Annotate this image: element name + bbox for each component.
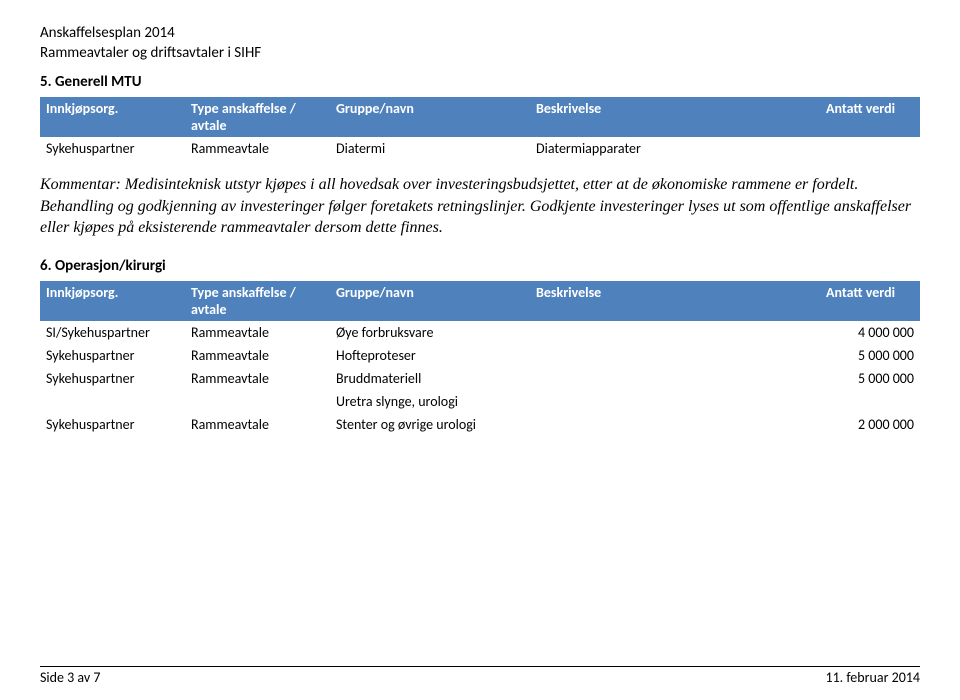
th-innkjopsorg: Innkjøpsorg. [40, 97, 185, 137]
table-row: SI/Sykehuspartner Rammeavtale Øye forbru… [40, 321, 920, 344]
cell-org: Sykehuspartner [40, 137, 185, 160]
table-row: Sykehuspartner Rammeavtale Stenter og øv… [40, 413, 920, 436]
footer-date: 11. februar 2014 [825, 669, 920, 686]
cell-verdi: 2 000 000 [820, 413, 920, 436]
cell-type: Rammeavtale [185, 344, 330, 367]
cell-beskrivelse [530, 344, 820, 367]
cell-gruppe: Uretra slynge, urologi [330, 390, 530, 413]
table-header-row: Innkjøpsorg. Type anskaffelse / avtale G… [40, 281, 920, 321]
cell-org: SI/Sykehuspartner [40, 321, 185, 344]
table-row: Sykehuspartner Rammeavtale Bruddmateriel… [40, 367, 920, 390]
cell-gruppe: Bruddmateriell [330, 367, 530, 390]
cell-verdi: 5 000 000 [820, 344, 920, 367]
cell-org: Sykehuspartner [40, 344, 185, 367]
th-innkjopsorg: Innkjøpsorg. [40, 281, 185, 321]
cell-type: Rammeavtale [185, 413, 330, 436]
th-beskrivelse: Beskrivelse [530, 281, 820, 321]
th-beskrivelse: Beskrivelse [530, 97, 820, 137]
table-row: Sykehuspartner Rammeavtale Diatermi Diat… [40, 137, 920, 160]
cell-gruppe: Stenter og øvrige urologi [330, 413, 530, 436]
cell-beskrivelse [530, 390, 820, 413]
cell-gruppe: Øye forbruksvare [330, 321, 530, 344]
section-6-heading: 6. Operasjon/kirurgi [40, 257, 920, 275]
cell-verdi [820, 390, 920, 413]
cell-beskrivelse [530, 413, 820, 436]
doc-header: Anskaffelsesplan 2014 Rammeavtaler og dr… [40, 24, 920, 63]
th-type: Type anskaffelse / avtale [185, 281, 330, 321]
cell-gruppe: Diatermi [330, 137, 530, 160]
header-line-2: Rammeavtaler og driftsavtaler i SIHF [40, 44, 920, 64]
header-line-1: Anskaffelsesplan 2014 [40, 24, 920, 44]
th-gruppe: Gruppe/navn [330, 281, 530, 321]
cell-org: Sykehuspartner [40, 413, 185, 436]
th-type: Type anskaffelse / avtale [185, 97, 330, 137]
section-6-table: Innkjøpsorg. Type anskaffelse / avtale G… [40, 281, 920, 436]
th-verdi: Antatt verdi [820, 281, 920, 321]
page-footer: Side 3 av 7 11. februar 2014 [40, 666, 920, 686]
table-row: Uretra slynge, urologi [40, 390, 920, 413]
footer-page: Side 3 av 7 [40, 669, 100, 686]
cell-type: Rammeavtale [185, 367, 330, 390]
table-row: Sykehuspartner Rammeavtale Hofteproteser… [40, 344, 920, 367]
cell-org: Sykehuspartner [40, 367, 185, 390]
cell-beskrivelse [530, 367, 820, 390]
cell-org [40, 390, 185, 413]
table-header-row: Innkjøpsorg. Type anskaffelse / avtale G… [40, 97, 920, 137]
cell-verdi: 5 000 000 [820, 367, 920, 390]
th-gruppe: Gruppe/navn [330, 97, 530, 137]
section-5-heading: 5. Generell MTU [40, 73, 920, 91]
cell-gruppe: Hofteproteser [330, 344, 530, 367]
section-5-comment: Kommentar: Medisinteknisk utstyr kjøpes … [40, 174, 920, 239]
cell-verdi [820, 137, 920, 160]
cell-beskrivelse: Diatermiapparater [530, 137, 820, 160]
cell-verdi: 4 000 000 [820, 321, 920, 344]
cell-beskrivelse [530, 321, 820, 344]
th-verdi: Antatt verdi [820, 97, 920, 137]
cell-type: Rammeavtale [185, 321, 330, 344]
section-5-table: Innkjøpsorg. Type anskaffelse / avtale G… [40, 97, 920, 160]
cell-type: Rammeavtale [185, 137, 330, 160]
cell-type [185, 390, 330, 413]
